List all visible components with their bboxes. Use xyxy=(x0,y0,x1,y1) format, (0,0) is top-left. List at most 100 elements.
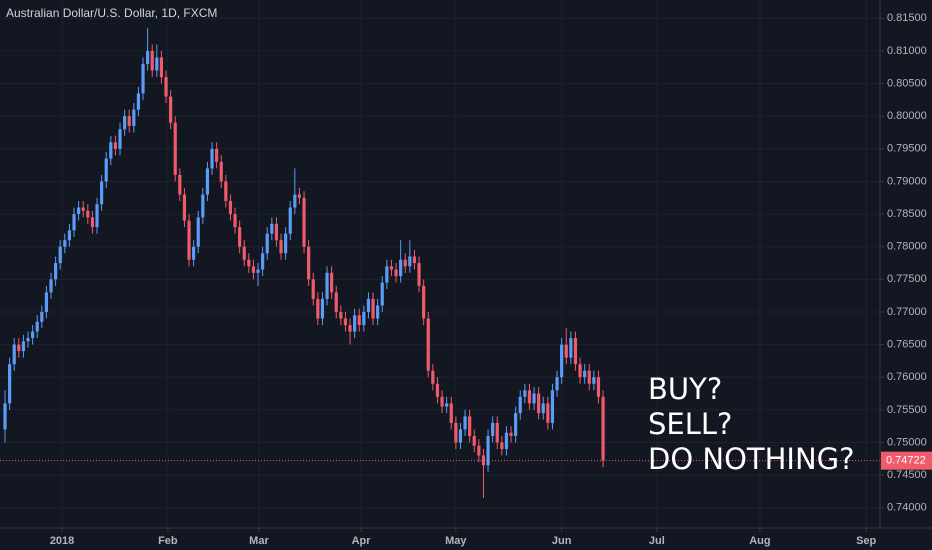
candle-body xyxy=(90,217,95,228)
candle-body xyxy=(596,377,601,397)
candle-body xyxy=(495,422,499,443)
candle-body xyxy=(541,403,545,414)
chart-title: Australian Dollar/U.S. Dollar, 1D, FXCM xyxy=(6,6,217,20)
y-tick-label: 0.77500 xyxy=(887,273,927,285)
candle-body xyxy=(362,311,366,326)
candle-body xyxy=(339,311,343,319)
candle-body xyxy=(86,210,90,218)
candle-body xyxy=(17,344,21,352)
candle-body xyxy=(440,396,444,407)
candle-body xyxy=(196,217,200,247)
candle-body xyxy=(348,325,352,332)
candle-body xyxy=(95,204,99,228)
candle-body xyxy=(26,338,30,342)
candle-body xyxy=(256,269,260,273)
candle-body xyxy=(261,253,265,270)
y-tick-label: 0.81500 xyxy=(887,12,927,24)
candle-body xyxy=(35,321,39,332)
candle-body xyxy=(500,442,504,450)
candle-body xyxy=(297,194,302,198)
candle-body xyxy=(3,403,7,430)
candle-body xyxy=(394,269,398,277)
candle-body xyxy=(265,233,269,254)
candle-body xyxy=(63,240,67,247)
y-tick-label: 0.76500 xyxy=(887,339,927,351)
candle-body xyxy=(422,285,426,319)
candle-body xyxy=(182,194,187,221)
candle-body xyxy=(601,396,605,461)
candle-body xyxy=(560,344,564,378)
candle-body xyxy=(514,413,518,436)
y-tick-label: 0.79000 xyxy=(887,175,927,187)
candle-body xyxy=(251,266,256,273)
candle-body xyxy=(449,403,453,423)
candle-body xyxy=(81,207,85,211)
candle-body xyxy=(435,383,440,397)
candle-body xyxy=(192,246,196,260)
candle-body xyxy=(279,240,283,254)
x-tick-label: Aug xyxy=(749,535,770,547)
candle-body xyxy=(389,266,394,270)
candle-body xyxy=(357,315,361,326)
candle-body xyxy=(587,370,591,384)
candle-body xyxy=(445,403,449,407)
candle-body xyxy=(311,279,315,299)
candle-body xyxy=(54,263,58,280)
candle-body xyxy=(132,109,136,126)
candle-body xyxy=(399,259,403,277)
y-tick-label: 0.77000 xyxy=(887,306,927,318)
candle-body xyxy=(40,311,44,322)
candle-body xyxy=(555,377,559,391)
candle-body xyxy=(426,318,430,371)
annotation: SELL? xyxy=(648,407,732,441)
y-tick-label: 0.76000 xyxy=(887,371,927,383)
candle-body xyxy=(477,445,481,456)
candle-body xyxy=(463,416,467,430)
candle-body xyxy=(159,57,164,78)
candle-body xyxy=(509,432,513,436)
y-tick-label: 0.80000 xyxy=(887,110,927,122)
y-tick-label: 0.78000 xyxy=(887,241,927,253)
candle-body xyxy=(472,435,476,446)
candle-body xyxy=(109,142,113,159)
candle-body xyxy=(454,422,458,443)
candle-body xyxy=(376,305,380,319)
candle-body xyxy=(583,370,587,378)
candle-body xyxy=(284,233,288,254)
y-tick-label: 0.74500 xyxy=(887,469,927,481)
candle-body xyxy=(486,435,490,466)
candle-body xyxy=(155,57,159,71)
candle-body xyxy=(325,272,329,299)
annotation: BUY? xyxy=(648,372,722,406)
candle-body xyxy=(118,129,122,149)
candle-body xyxy=(546,403,550,423)
candle-body xyxy=(592,377,596,384)
candle-body xyxy=(238,227,242,247)
x-tick-label: Mar xyxy=(249,535,269,547)
y-tick-label: 0.81000 xyxy=(887,45,927,57)
candle-body xyxy=(21,341,26,352)
candle-body xyxy=(380,282,384,306)
candle-body xyxy=(523,390,527,397)
candle-body xyxy=(49,279,53,293)
candle-body xyxy=(316,298,320,319)
candle-body xyxy=(320,298,325,319)
candle-body xyxy=(215,148,219,162)
candle-body xyxy=(408,256,412,267)
x-tick-label: Apr xyxy=(352,535,372,547)
candle-body xyxy=(293,194,297,208)
candle-body xyxy=(403,259,407,267)
candle-body xyxy=(67,230,72,241)
candle-body xyxy=(136,93,141,110)
candle-body xyxy=(224,181,228,202)
candle-body xyxy=(247,259,251,267)
x-tick-label: Jul xyxy=(649,535,665,547)
candle-body xyxy=(334,292,338,312)
candle-body xyxy=(169,96,173,123)
candle-body xyxy=(164,77,168,97)
candle-body xyxy=(564,344,568,358)
candle-body xyxy=(187,220,191,260)
candle-body xyxy=(205,168,210,195)
candle-body xyxy=(12,344,16,365)
